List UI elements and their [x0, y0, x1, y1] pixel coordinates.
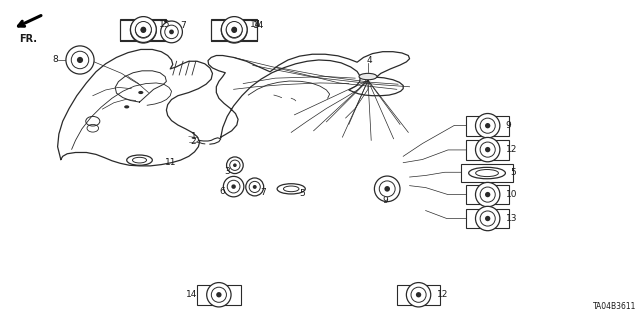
Text: 2: 2 — [191, 137, 196, 146]
Text: 12: 12 — [506, 145, 517, 154]
Text: 15: 15 — [163, 21, 174, 30]
Ellipse shape — [406, 283, 431, 307]
Ellipse shape — [211, 287, 227, 302]
Ellipse shape — [232, 27, 237, 32]
Ellipse shape — [468, 167, 506, 179]
Ellipse shape — [138, 91, 143, 94]
Ellipse shape — [161, 21, 182, 43]
Ellipse shape — [131, 17, 156, 42]
Ellipse shape — [476, 182, 500, 207]
Text: 4: 4 — [366, 56, 372, 65]
Text: 13: 13 — [506, 214, 517, 223]
Ellipse shape — [416, 292, 421, 297]
Bar — [120, 19, 166, 40]
Ellipse shape — [231, 184, 236, 189]
Ellipse shape — [230, 160, 240, 170]
Ellipse shape — [207, 283, 231, 307]
Ellipse shape — [480, 142, 495, 157]
Ellipse shape — [476, 137, 500, 162]
Ellipse shape — [411, 287, 426, 302]
Text: 14: 14 — [253, 21, 265, 30]
Text: 7: 7 — [180, 21, 186, 30]
Bar — [397, 285, 440, 305]
Ellipse shape — [136, 22, 151, 38]
Ellipse shape — [131, 17, 156, 43]
Ellipse shape — [485, 123, 490, 128]
Text: 15: 15 — [159, 20, 170, 29]
Ellipse shape — [233, 163, 237, 167]
Ellipse shape — [277, 184, 305, 194]
Text: FR.: FR. — [19, 34, 37, 44]
Ellipse shape — [141, 27, 146, 33]
Bar — [466, 140, 509, 160]
Ellipse shape — [227, 180, 240, 193]
Text: 6: 6 — [220, 187, 225, 196]
Ellipse shape — [227, 21, 242, 38]
Ellipse shape — [66, 46, 94, 74]
Ellipse shape — [480, 187, 495, 202]
Ellipse shape — [284, 186, 299, 192]
Ellipse shape — [164, 25, 179, 39]
Text: 5: 5 — [510, 168, 516, 177]
Text: 8: 8 — [52, 56, 58, 64]
Text: 3: 3 — [224, 167, 230, 176]
Ellipse shape — [476, 114, 500, 138]
Ellipse shape — [374, 176, 400, 202]
Bar — [211, 20, 257, 41]
Ellipse shape — [232, 27, 237, 33]
Ellipse shape — [124, 105, 129, 108]
Bar — [211, 19, 257, 40]
Ellipse shape — [253, 185, 257, 189]
Text: 7: 7 — [260, 188, 266, 197]
Ellipse shape — [480, 211, 495, 226]
Ellipse shape — [169, 29, 174, 34]
Ellipse shape — [77, 57, 83, 63]
Ellipse shape — [132, 157, 147, 163]
Text: TA04B3611: TA04B3611 — [593, 302, 637, 311]
Bar — [197, 285, 241, 305]
Text: 10: 10 — [506, 190, 517, 199]
Ellipse shape — [127, 155, 152, 165]
Text: 9: 9 — [383, 196, 388, 205]
Ellipse shape — [71, 51, 89, 69]
Ellipse shape — [246, 178, 264, 196]
Ellipse shape — [485, 147, 490, 152]
Ellipse shape — [136, 21, 151, 38]
Ellipse shape — [141, 27, 146, 32]
Ellipse shape — [227, 22, 242, 38]
Ellipse shape — [359, 73, 377, 80]
Bar — [466, 185, 509, 204]
Bar — [120, 20, 166, 41]
Text: 14: 14 — [250, 20, 261, 29]
Text: 5: 5 — [300, 189, 305, 198]
Ellipse shape — [380, 181, 395, 197]
Ellipse shape — [227, 157, 243, 174]
Text: 1: 1 — [191, 132, 196, 141]
Ellipse shape — [476, 169, 499, 177]
Ellipse shape — [221, 17, 247, 42]
Ellipse shape — [249, 182, 260, 192]
Text: 12: 12 — [436, 290, 448, 299]
Text: 14: 14 — [186, 290, 197, 299]
Ellipse shape — [223, 176, 244, 197]
Bar — [466, 209, 509, 228]
Text: 9: 9 — [506, 121, 511, 130]
Ellipse shape — [221, 17, 247, 43]
Text: 11: 11 — [165, 158, 177, 167]
Ellipse shape — [485, 192, 490, 197]
Ellipse shape — [216, 292, 221, 297]
Ellipse shape — [385, 186, 390, 192]
Ellipse shape — [485, 216, 490, 221]
Bar — [466, 116, 509, 136]
Ellipse shape — [480, 118, 495, 133]
Bar — [461, 164, 513, 182]
Ellipse shape — [476, 206, 500, 231]
